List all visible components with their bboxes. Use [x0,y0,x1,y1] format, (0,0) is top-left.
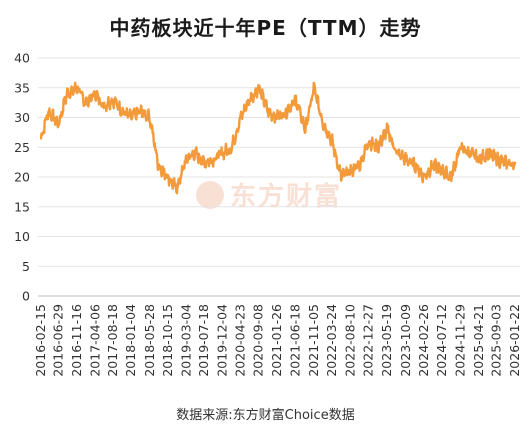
x-tick-label: 2019-07-18 [196,304,211,377]
x-tick-label: 2017-04-06 [87,304,102,377]
x-tick-label: 2016-06-29 [51,304,66,377]
y-tick-label: 5 [22,259,30,274]
x-tick-label: 2016-11-16 [69,304,84,377]
x-tick-label: 2023-05-19 [379,304,394,377]
y-tick-label: 0 [22,289,30,304]
data-source-note: 数据来源:东方财富Choice数据 [176,408,355,423]
x-tick-label: 2021-06-18 [288,304,303,377]
y-tick-label: 20 [14,170,30,185]
y-tick-label: 15 [14,199,30,214]
x-tick-label: 2019-03-04 [178,304,193,377]
y-tick-label: 35 [14,80,30,95]
pe-ttm-line [39,81,517,195]
x-tick-label: 2020-04-23 [233,304,248,377]
x-tick-label: 2022-12-27 [360,304,375,377]
x-tick-label: 2022-08-10 [342,304,357,377]
x-tick-label: 2020-09-08 [251,304,266,377]
x-tick-label: 2018-05-28 [142,304,157,377]
y-tick-label: 25 [14,140,30,155]
y-tick-label: 30 [14,110,30,125]
x-tick-label: 2021-11-05 [306,304,321,377]
x-tick-label: 2024-11-29 [452,304,467,377]
x-tick-label: 2016-02-15 [33,304,48,377]
y-tick-label: 10 [14,229,30,244]
y-axis: 0 5 10 15 20 25 30 35 40 [14,51,30,304]
x-tick-label: 2019-12-04 [214,304,229,377]
x-axis: 2016-02-15 2016-06-29 2016-11-16 2017-04-06… [33,304,522,377]
x-tick-label: 2024-02-26 [416,304,431,377]
grid-lines [38,57,520,297]
x-tick-label: 2017-08-18 [105,304,120,377]
x-tick-label: 2018-01-04 [123,304,138,377]
x-tick-label: 2022-03-24 [324,304,339,377]
x-tick-label: 2023-10-09 [398,304,413,377]
x-tick-label: 2026-01-22 [507,304,522,377]
x-tick-label: 2025-09-03 [489,304,504,377]
chart-title: 中药板块近十年PE（TTM）走势 [109,16,422,40]
x-tick-label: 2024-07-12 [434,304,449,377]
x-tick-label: 2018-10-15 [160,304,175,377]
series-layer [39,81,517,195]
x-tick-label: 2021-01-26 [269,304,284,377]
y-tick-label: 40 [14,51,30,66]
x-tick-label: 2025-04-21 [471,304,486,377]
